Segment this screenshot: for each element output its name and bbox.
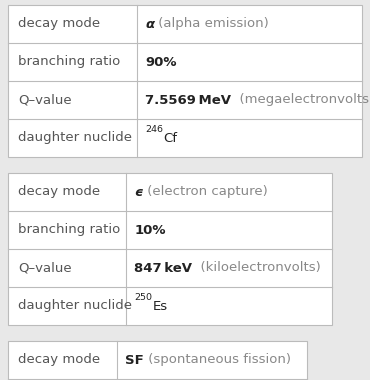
Bar	[8, 5, 362, 157]
Text: (spontaneous fission): (spontaneous fission)	[144, 353, 291, 366]
Text: Q–value: Q–value	[18, 93, 72, 106]
Text: decay mode: decay mode	[18, 17, 100, 30]
Text: branching ratio: branching ratio	[18, 223, 120, 236]
Text: 250: 250	[134, 293, 152, 302]
Text: 246: 246	[145, 125, 163, 134]
Text: 10%: 10%	[134, 223, 166, 236]
Text: decay mode: decay mode	[18, 353, 100, 366]
Text: daughter nuclide: daughter nuclide	[18, 299, 132, 312]
Text: 7.5569 MeV: 7.5569 MeV	[145, 93, 231, 106]
Text: ϵ: ϵ	[134, 185, 143, 198]
Text: Cf: Cf	[163, 131, 177, 144]
Text: daughter nuclide: daughter nuclide	[18, 131, 132, 144]
Text: SF: SF	[125, 353, 144, 366]
Bar	[8, 341, 307, 380]
Text: branching ratio: branching ratio	[18, 55, 120, 68]
Text: 90%: 90%	[145, 55, 177, 68]
Text: (megaelectronvolts): (megaelectronvolts)	[231, 93, 370, 106]
Text: 847 keV: 847 keV	[134, 261, 192, 274]
Text: α: α	[145, 17, 154, 30]
Text: Es: Es	[152, 299, 167, 312]
Text: (kiloelectronvolts): (kiloelectronvolts)	[192, 261, 321, 274]
Text: Q–value: Q–value	[18, 261, 72, 274]
Bar	[8, 173, 332, 325]
Text: (alpha emission): (alpha emission)	[154, 17, 269, 30]
Text: (electron capture): (electron capture)	[143, 185, 268, 198]
Text: decay mode: decay mode	[18, 185, 100, 198]
